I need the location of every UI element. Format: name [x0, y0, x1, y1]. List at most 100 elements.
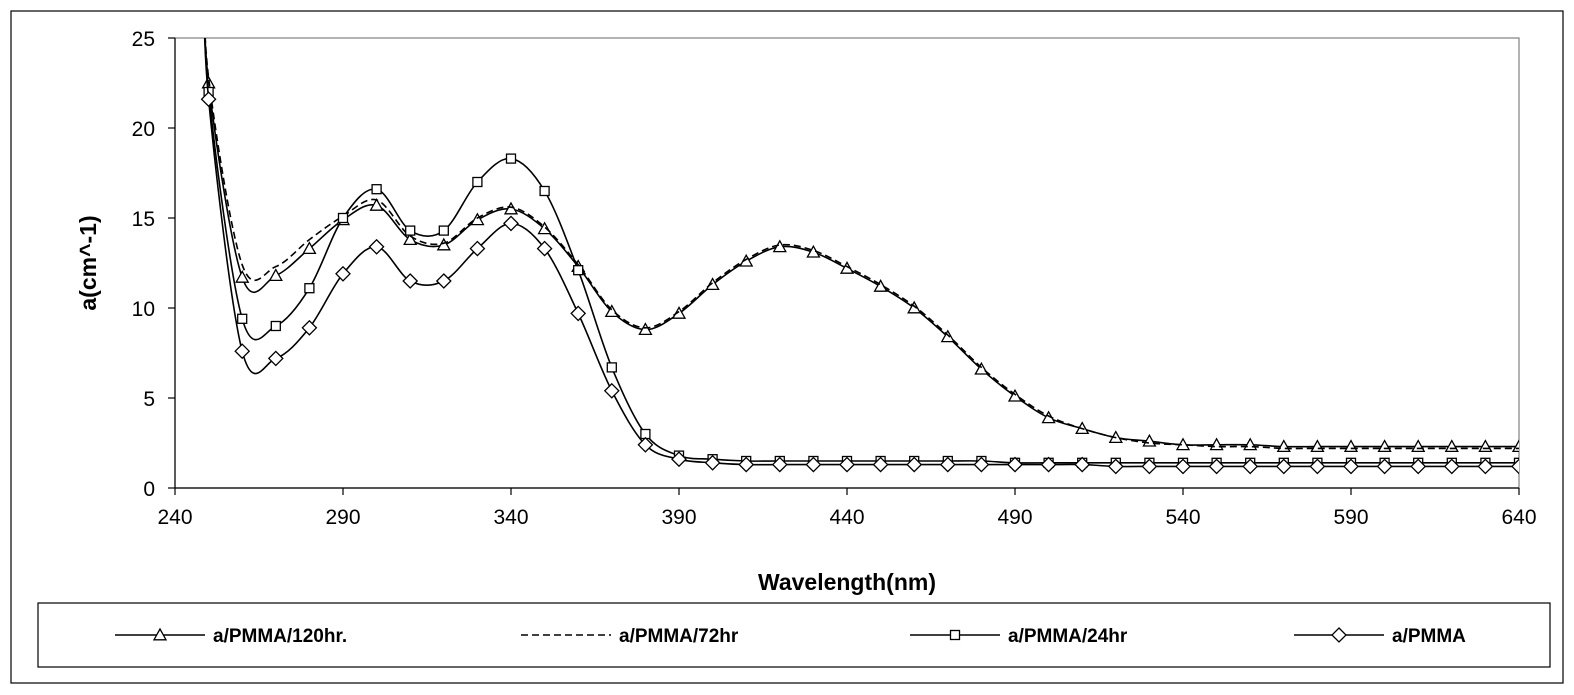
legend-swatch-marker — [152, 627, 168, 641]
data-point-a-pmma-24hr — [505, 153, 517, 164]
x-tick-label: 440 — [829, 506, 864, 529]
data-point-a-pmma-120hr — [436, 237, 451, 251]
data-point-a-pmma-24hr — [438, 225, 449, 236]
data-point-a-pmma — [1443, 458, 1460, 475]
data-point-a-pmma — [1309, 458, 1326, 475]
data-point-a-pmma — [603, 382, 620, 399]
x-tick-label: 390 — [661, 506, 696, 529]
legend-entry-a-pmma-72hr: a/PMMA/72hr — [521, 626, 739, 647]
legend-entry-a-pmma-120hr: a/PMMA/120hr. — [115, 626, 347, 647]
series-clip-group — [200, 38, 1519, 475]
data-point-a-pmma-120hr — [638, 322, 653, 336]
data-point-a-pmma-120hr — [974, 361, 989, 375]
x-tick-label: 290 — [325, 506, 360, 529]
data-point-a-pmma-120hr — [873, 279, 888, 292]
data-point-a-pmma — [1208, 458, 1225, 475]
data-point-a-pmma-24hr — [539, 185, 550, 197]
data-point-a-pmma — [1074, 456, 1091, 473]
data-point-a-pmma-24hr — [237, 313, 248, 324]
data-point-a-pmma — [368, 238, 385, 255]
data-point-a-pmma-120hr — [369, 198, 384, 211]
data-point-a-pmma-24hr — [405, 225, 416, 236]
data-point-a-pmma — [200, 91, 217, 108]
data-point-a-pmma — [469, 240, 486, 257]
data-point-a-pmma-24hr — [270, 320, 281, 332]
data-point-a-pmma — [1175, 458, 1191, 475]
x-tick-label: 240 — [157, 506, 192, 529]
data-point-a-pmma — [1343, 458, 1359, 475]
x-tick-label: 590 — [1333, 506, 1368, 529]
data-point-a-pmma — [939, 456, 956, 473]
x-tick-label: 640 — [1501, 506, 1536, 529]
data-point-a-pmma — [973, 456, 990, 473]
data-point-a-pmma — [435, 273, 452, 289]
data-point-a-pmma — [839, 456, 855, 473]
legend-entry-a-pmma-24hr: a/PMMA/24hr — [910, 626, 1128, 647]
x-tick-label: 540 — [1165, 506, 1200, 529]
data-point-a-pmma — [402, 273, 419, 289]
data-point-a-pmma — [301, 319, 318, 336]
x-axis-title: Wavelength(nm) — [758, 569, 936, 595]
data-point-a-pmma-120hr — [470, 212, 485, 226]
legend-label: a/PMMA — [1392, 626, 1466, 647]
x-tick-label: 340 — [493, 506, 528, 529]
y-tick-label: 10 — [132, 298, 155, 321]
data-point-a-pmma — [1477, 458, 1494, 475]
data-point-a-pmma-24hr — [371, 184, 382, 195]
y-tick-label: 15 — [132, 208, 155, 231]
data-point-a-pmma-120hr — [1007, 388, 1023, 402]
legend-label: a/PMMA/24hr — [1008, 626, 1128, 647]
series-layer — [200, 38, 1519, 475]
data-point-a-pmma — [771, 456, 788, 473]
data-point-a-pmma-120hr — [907, 300, 922, 314]
data-point-a-pmma-24hr — [573, 265, 584, 276]
data-point-a-pmma-24hr — [472, 176, 483, 188]
data-point-a-pmma — [1511, 458, 1519, 475]
series-a-pmma-72hr — [204, 38, 1519, 450]
data-point-a-pmma — [267, 350, 284, 367]
series-a-pmma — [200, 38, 1519, 475]
data-point-a-pmma-120hr — [403, 232, 418, 246]
data-point-a-pmma-24hr — [304, 283, 315, 294]
data-point-a-pmma-120hr — [940, 329, 955, 343]
data-point-a-pmma-120hr — [537, 221, 552, 235]
data-point-a-pmma — [503, 215, 519, 232]
data-point-a-pmma-120hr — [705, 277, 720, 291]
y-tick-label: 20 — [132, 118, 155, 141]
data-point-a-pmma — [1242, 458, 1259, 475]
y-tick-label: 25 — [132, 28, 155, 51]
data-point-a-pmma — [570, 305, 587, 322]
data-point-a-pmma — [704, 454, 721, 471]
y-tick-label: 5 — [143, 388, 155, 411]
y-axis-title: a(cm^-1) — [75, 215, 101, 310]
data-point-a-pmma — [1275, 458, 1292, 475]
data-point-a-pmma — [872, 456, 889, 473]
data-point-a-pmma — [536, 240, 553, 257]
legend: a/PMMA/120hr. a/PMMA/72hr a/PMMA/24hr a/PMM… — [115, 626, 1466, 647]
legend-label: a/PMMA/120hr. — [213, 626, 347, 647]
data-point-a-pmma-120hr — [268, 268, 283, 282]
data-point-a-pmma — [234, 343, 251, 360]
legend-swatch-marker — [1331, 627, 1347, 643]
axes: 240 290 340 390 440 490 540 590 640 0 5 10 15 20 25 — [132, 28, 1537, 529]
data-point-a-pmma — [1376, 458, 1393, 475]
data-point-a-pmma — [1410, 458, 1427, 475]
data-point-a-pmma — [805, 456, 822, 473]
data-point-a-pmma — [1007, 456, 1023, 473]
data-point-a-pmma — [1141, 458, 1158, 475]
data-point-a-pmma — [1040, 456, 1057, 473]
series-line-a-pmma-72hr — [204, 38, 1519, 450]
data-point-a-pmma — [637, 436, 654, 453]
data-point-a-pmma — [1107, 458, 1124, 475]
legend-swatch-marker — [949, 629, 961, 641]
legend-entry-a-pmma: a/PMMA — [1294, 626, 1466, 647]
data-point-a-pmma-120hr — [604, 304, 619, 318]
legend-label: a/PMMA/72hr — [619, 626, 739, 647]
data-point-a-pmma — [738, 456, 755, 473]
data-point-a-pmma-120hr — [235, 270, 250, 283]
data-point-a-pmma — [335, 265, 351, 282]
y-tick-label: 0 — [143, 478, 155, 501]
data-point-a-pmma — [906, 456, 923, 473]
x-tick-label: 490 — [997, 506, 1032, 529]
